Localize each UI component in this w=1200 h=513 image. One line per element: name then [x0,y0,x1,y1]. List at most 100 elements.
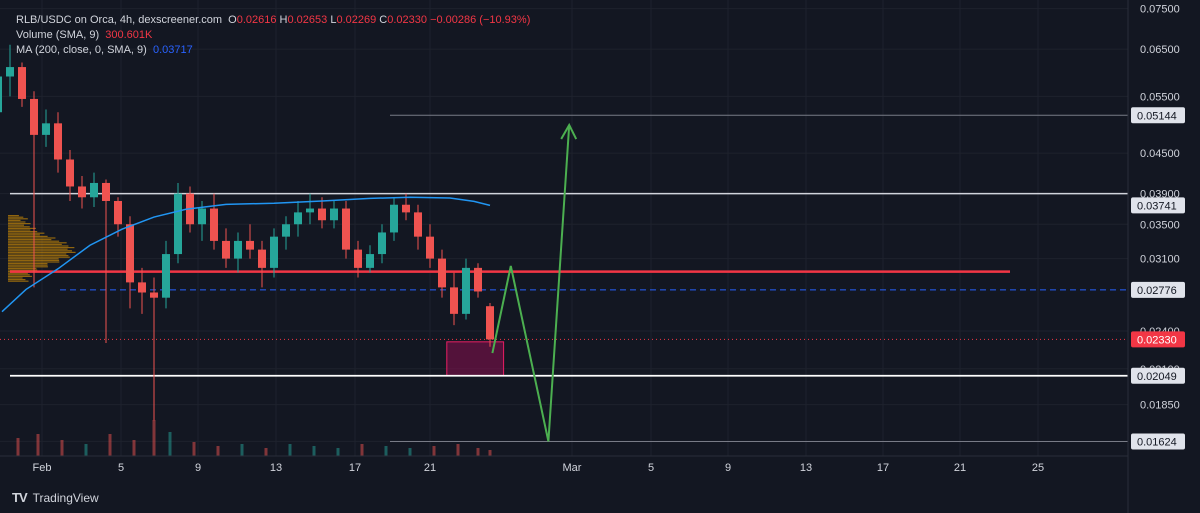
price-tag [1131,197,1185,214]
legend-volume-row[interactable]: Volume (SMA, 9) 300.601K [16,28,530,43]
candle-body [78,186,86,198]
volume-profile-bar [8,280,29,282]
volume-bar [132,440,136,456]
price-tick-label: 0.07500 [1140,4,1180,16]
legend-symbol-row: RLB/USDC on Orca, 4h, dexscreener.com O 0… [16,13,530,28]
volume-profile-bar [8,251,76,253]
brand-label: TradingView [32,490,99,505]
candle-body [450,287,458,314]
high-value: 0.02653 [287,14,328,26]
volume-profile-bar [8,243,62,245]
price-tag [1131,433,1185,450]
volume-profile-bar [8,239,52,241]
volume-bar [488,450,492,456]
volume-bars [16,420,492,456]
price-tag [1131,107,1185,124]
legend-ma-row[interactable]: MA (200, close, 0, SMA, 9) 0.03717 [16,43,530,58]
time-tick-label: 13 [800,462,812,474]
volume-profile-bar [8,279,26,281]
volume-profile-bar [8,248,68,250]
volume-bar [152,420,156,456]
volume-profile-bar [8,234,40,236]
candle-body [486,306,494,340]
target-zone-box[interactable] [446,341,505,377]
volume-value: 300.601K [105,29,153,41]
candle-body [198,208,206,225]
close-value: 0.02330 [387,14,427,26]
volume-bar [36,434,40,456]
candle-body [162,254,170,298]
volume-bar [476,448,480,456]
time-tick-label: 13 [270,462,282,474]
time-tick-label: 5 [648,462,654,474]
candle-body [282,224,290,237]
volume-profile-bar [8,221,26,223]
arrow-head-icon [560,122,578,140]
candle-body [0,76,2,113]
price-tag-label: 0.01624 [1137,437,1177,449]
volume-bar [192,442,196,456]
open-label: O [228,14,237,26]
volume-bar [168,432,172,456]
volume-bar [432,446,436,456]
chart-legend: RLB/USDC on Orca, 4h, dexscreener.com O 0… [16,13,530,58]
candle-body [234,240,242,259]
candle-body [474,267,482,292]
price-tags: 0.05144 0.03741 0.02776 0.02330 0.02049 0.016… [1131,107,1185,450]
time-axis[interactable]: Feb 5 9 13 17 21 Mar 5 9 13 17 21 25 [33,462,1045,474]
volume-profile-bar [8,266,48,268]
volume-profile-bar [8,275,33,277]
projection-arrow[interactable] [491,122,578,442]
price-tag-label: 0.02049 [1137,371,1177,383]
candle-body [210,208,218,241]
volume-bar [84,444,88,456]
candle-body [114,200,122,225]
candle-body [366,254,374,268]
volume-profile-bar [8,237,56,239]
volume-profile-bar [8,231,38,233]
volume-profile-bar [8,224,25,226]
tradingview-brand[interactable]: TV TradingView [12,490,99,505]
ma-label: MA (200, close, 0, SMA, 9) [16,44,147,56]
candle-body [378,232,386,255]
projection-path[interactable] [491,124,571,442]
volume-profile-bar [8,247,75,249]
volume-profile-bar [8,269,38,271]
volume-bar [264,448,268,456]
target-zone [446,341,505,377]
volume-profile-bar [8,235,48,237]
candle-body [90,182,98,198]
price-tag [1131,281,1185,298]
price-tag-label: 0.03741 [1137,200,1177,212]
candle-body [270,236,278,268]
time-tick-label: 21 [954,462,966,474]
price-tick-label: 0.05500 [1140,91,1180,103]
price-tick-label: 0.03500 [1140,219,1180,231]
volume-bar [456,444,460,456]
volume-profile-bar [8,223,31,225]
candle-body [102,182,110,201]
volume-profile-bar [8,258,59,260]
price-tag [1131,331,1185,348]
volume-profile-bar [8,267,37,269]
low-value: 0.02269 [336,14,377,26]
candle-body [414,212,422,237]
volume-profile-bar [8,272,28,274]
close-label: C [379,14,388,26]
candle-body [126,224,134,283]
time-tick-label: 21 [424,462,436,474]
volume-bar [16,438,20,456]
volume-profile-bar [8,226,30,228]
symbol-title[interactable]: RLB/USDC on Orca, 4h, dexscreener.com [16,14,223,26]
candle-body [18,67,26,99]
volume-profile-bar [8,263,48,265]
time-tick-label: 9 [725,462,731,474]
change-value: −0.00286 (−10.93%) [430,14,531,26]
volume-profile-bar [8,229,31,231]
time-tick-label: 17 [877,462,889,474]
volume-profile-bar [8,215,19,217]
volume-profile-bar [8,256,70,258]
volume-bar [312,446,316,456]
